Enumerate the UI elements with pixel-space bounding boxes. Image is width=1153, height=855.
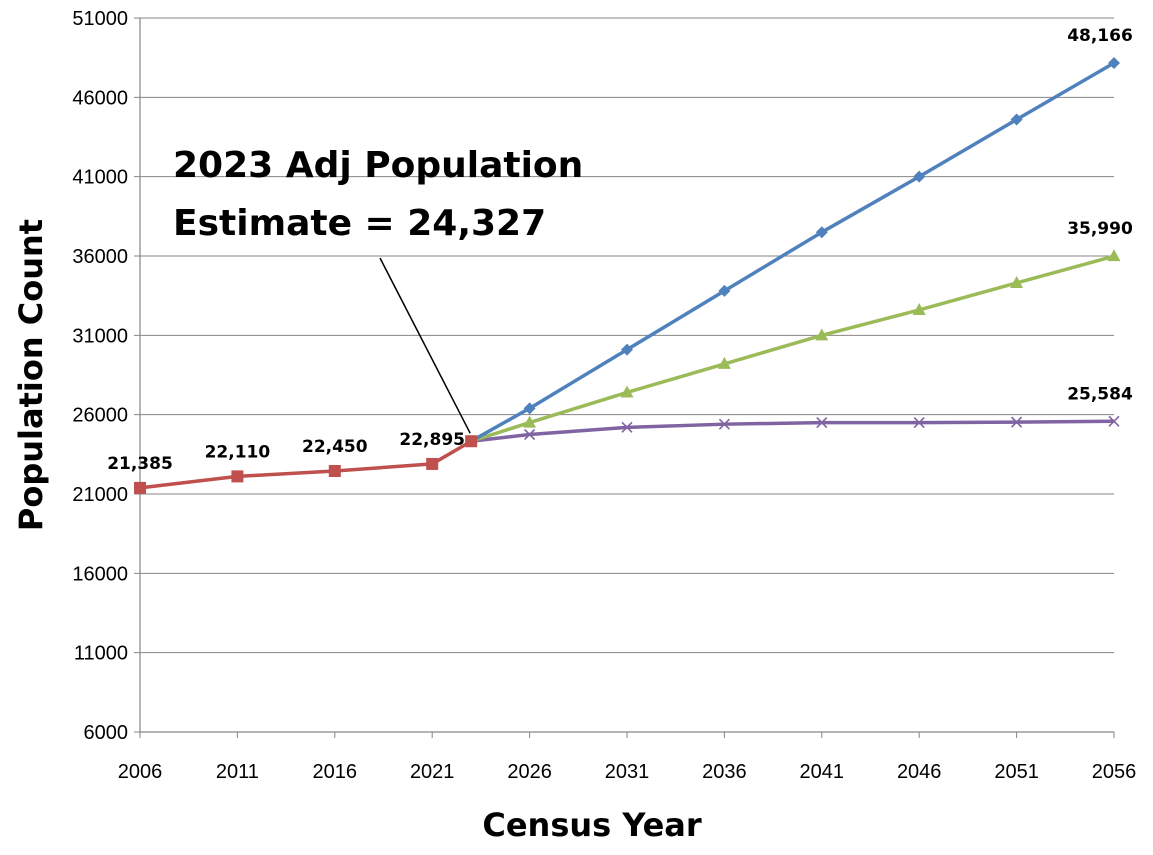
x-tick-label: 2036 <box>702 761 747 783</box>
y-tick-label: 46000 <box>72 87 128 109</box>
triangle-marker <box>1108 249 1121 261</box>
square-marker <box>465 435 477 447</box>
x-tick-label: 2006 <box>118 761 163 783</box>
data-label: 22,110 <box>205 442 271 462</box>
y-tick-label: 31000 <box>72 325 128 347</box>
data-label: 21,385 <box>107 454 173 474</box>
y-axis-title: Population Count <box>12 219 50 531</box>
x-tick-label: 2051 <box>994 761 1039 783</box>
axes <box>134 18 1114 738</box>
series-x <box>471 416 1119 441</box>
x-tick-labels: 2006 2011 2016 2021 2026 2031 2036 2041 2046 2051… <box>118 761 1137 783</box>
x-tick-label: 2016 <box>313 761 358 783</box>
y-tick-label: 21000 <box>72 484 128 506</box>
data-label: 35,990 <box>1067 219 1133 239</box>
annotation-line-1: 2023 Adj Population <box>173 145 583 186</box>
square-marker <box>329 465 341 477</box>
y-tick-label: 51000 <box>72 8 128 30</box>
data-label: 25,584 <box>1067 384 1133 404</box>
gridlines <box>140 18 1114 732</box>
y-tick-label: 6000 <box>84 722 129 744</box>
x-tick-label: 2046 <box>897 761 942 783</box>
y-tick-label: 36000 <box>72 246 128 268</box>
x-tick-label: 2056 <box>1092 761 1137 783</box>
square-marker <box>426 458 438 470</box>
annotation-line-2: Estimate = 24,327 <box>173 203 546 244</box>
series-triangle <box>471 249 1120 441</box>
x-axis-title: Census Year <box>482 806 702 844</box>
series-diamond <box>471 57 1120 441</box>
data-labels: 21,385 22,110 22,450 22,895 48,166 35,990 25,5… <box>107 26 1133 474</box>
data-label: 22,895 <box>399 430 465 450</box>
square-marker <box>231 470 243 482</box>
y-tick-label: 16000 <box>72 563 128 585</box>
x-tick-label: 2031 <box>605 761 650 783</box>
x-tick-label: 2041 <box>800 761 845 783</box>
x-tick-label: 2011 <box>216 761 259 783</box>
y-tick-label: 41000 <box>72 167 128 189</box>
x-tick-label: 2021 <box>410 761 455 783</box>
square-marker <box>134 482 146 494</box>
data-label: 48,166 <box>1067 26 1133 46</box>
data-label: 22,450 <box>302 437 368 457</box>
series-group <box>134 57 1121 494</box>
annotation-leader-line <box>380 258 470 433</box>
series-line <box>471 421 1114 441</box>
y-tick-label: 26000 <box>72 405 128 427</box>
y-tick-labels: 6000 11000 16000 21000 26000 31000 36000 41000 4… <box>72 8 128 744</box>
y-tick-label: 11000 <box>74 643 128 665</box>
x-tick-label: 2026 <box>507 761 552 783</box>
